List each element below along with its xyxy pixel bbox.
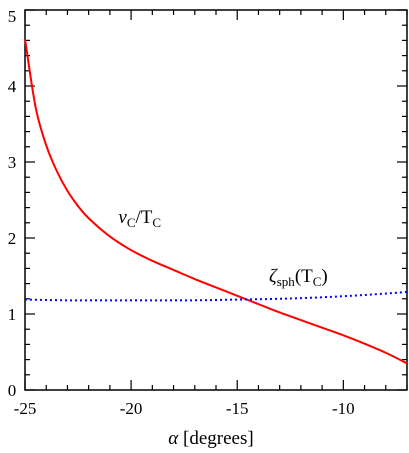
series-layer bbox=[24, 38, 408, 365]
axis-ticks: -25 -20 -15 -10 0 1 2 3 4 5 bbox=[8, 7, 408, 418]
y-tick-label: 1 bbox=[8, 305, 17, 324]
series-vc-tc-line bbox=[24, 38, 408, 365]
y-tick-label: 4 bbox=[8, 77, 17, 96]
annotation-zeta-sph: ζsph(TC) bbox=[269, 266, 328, 289]
x-tick-label: -10 bbox=[332, 399, 355, 418]
x-tick-label: -25 bbox=[14, 399, 37, 418]
y-tick-label: 2 bbox=[8, 229, 17, 248]
y-tick-label: 5 bbox=[8, 7, 17, 26]
x-axis-title: α [degrees] bbox=[168, 428, 253, 449]
x-tick-label: -15 bbox=[226, 399, 249, 418]
annotation-vc-tc: vC/TC bbox=[118, 207, 161, 230]
y-tick-label: 3 bbox=[8, 153, 17, 172]
x-tick-label: -20 bbox=[120, 399, 143, 418]
plot-frame bbox=[24, 9, 408, 391]
series-zeta-sph-line bbox=[24, 290, 408, 302]
y-tick-label: 0 bbox=[8, 381, 17, 400]
